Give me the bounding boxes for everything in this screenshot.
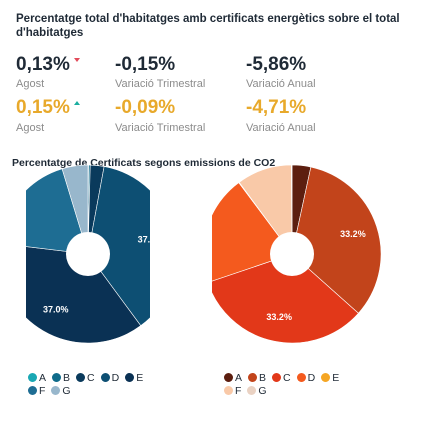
legend-item-b[interactable]: B — [248, 372, 266, 385]
legend-label: E — [136, 372, 144, 384]
quarterly-label-row2: Variació Trimestral — [115, 122, 206, 134]
legend-dot-icon — [224, 373, 233, 382]
legend-label: F — [39, 385, 46, 397]
pie-slice-c[interactable] — [212, 253, 359, 343]
slice-label-b: 33.2% — [340, 229, 366, 239]
pie-slice-f[interactable] — [26, 168, 89, 255]
legend-label: B — [259, 372, 267, 384]
quarterly-value-row2: -0,09% — [115, 97, 176, 118]
legend-item-g[interactable]: G — [247, 385, 267, 398]
main-value-text: 0,15% — [16, 97, 70, 118]
annual-value-row2: -4,71% — [246, 97, 307, 118]
annual-value-row1: -5,86% — [246, 54, 307, 75]
legend-chart-1: A B C D E F G — [28, 372, 198, 398]
legend-item-f[interactable]: F — [224, 385, 241, 398]
slice-label-e: 37.0% — [43, 304, 69, 314]
legend-dot-icon — [100, 373, 110, 382]
donut-hole — [270, 232, 314, 276]
pie-slice-d[interactable] — [87, 166, 150, 327]
legend-dot-icon — [296, 373, 306, 382]
main-label-row2: Agost — [16, 122, 45, 134]
legend-item-c[interactable]: C — [272, 372, 291, 385]
down-arrow-icon — [73, 57, 80, 62]
legend-dot-icon — [248, 373, 258, 382]
legend-dot-icon — [76, 373, 86, 382]
legend-dot-icon — [125, 373, 135, 382]
legend-label: A — [39, 372, 47, 384]
legend-dot-icon — [28, 386, 37, 395]
legend-item-a[interactable]: A — [28, 372, 46, 385]
legend-label: E — [332, 372, 340, 384]
pie-slice-b[interactable] — [291, 166, 382, 314]
legend-item-d[interactable]: D — [296, 372, 316, 385]
legend-label: F — [235, 385, 242, 397]
quarterly-label-row1: Variació Trimestral — [115, 78, 206, 90]
annual-label-row2: Variació Anual — [246, 122, 316, 134]
legend-chart-2: A B C D E F G — [224, 372, 374, 398]
legend-label: C — [283, 372, 291, 384]
pie-slice-g[interactable] — [291, 165, 293, 255]
legend-label: D — [307, 372, 316, 384]
legend-label: G — [258, 385, 267, 397]
legend-label: B — [63, 372, 71, 384]
main-value-text: 0,13% — [16, 54, 70, 75]
legend-dot-icon — [224, 386, 233, 395]
legend-item-c[interactable]: C — [76, 372, 95, 385]
donut-hole — [66, 232, 110, 276]
quarterly-value-row1: -0,15% — [115, 54, 176, 75]
pie-slice-e[interactable] — [26, 243, 142, 343]
legend-dot-icon — [272, 373, 282, 382]
pie-slice-g[interactable] — [61, 165, 89, 255]
legend-dot-icon — [52, 373, 62, 382]
main-value-row2: 0,15% — [16, 97, 80, 119]
annual-label-row1: Variació Anual — [246, 78, 316, 90]
legend-item-e[interactable]: E — [321, 372, 339, 385]
legend-item-d[interactable]: D — [100, 372, 120, 385]
slice-label-c: 33.2% — [266, 312, 292, 322]
legend-label: D — [111, 372, 120, 384]
main-label-row1: Agost — [16, 78, 45, 90]
legend-label: C — [87, 372, 95, 384]
legend-dot-icon — [321, 373, 331, 382]
page-title: Percentatge total d'habitatges amb certi… — [16, 13, 400, 39]
legend-item-a[interactable]: A — [224, 372, 242, 385]
legend-item-g[interactable]: G — [51, 385, 71, 398]
legend-item-f[interactable]: F — [28, 385, 45, 398]
legend-dot-icon — [51, 386, 61, 395]
legend-item-e[interactable]: E — [125, 372, 143, 385]
slice-label-d: 37.0% — [138, 235, 150, 245]
main-value-row1: 0,13% — [16, 54, 80, 76]
legend-item-b[interactable]: B — [52, 372, 70, 385]
legend-dot-icon — [28, 373, 37, 382]
up-arrow-icon — [73, 100, 80, 105]
legend-label: A — [235, 372, 243, 384]
pie-chart-emissions-2: 33.2% 33.2% — [212, 165, 382, 343]
legend-dot-icon — [247, 386, 257, 395]
legend-label: G — [62, 385, 71, 397]
pie-chart-emissions-1: 37.0% 37.0% — [26, 165, 150, 343]
